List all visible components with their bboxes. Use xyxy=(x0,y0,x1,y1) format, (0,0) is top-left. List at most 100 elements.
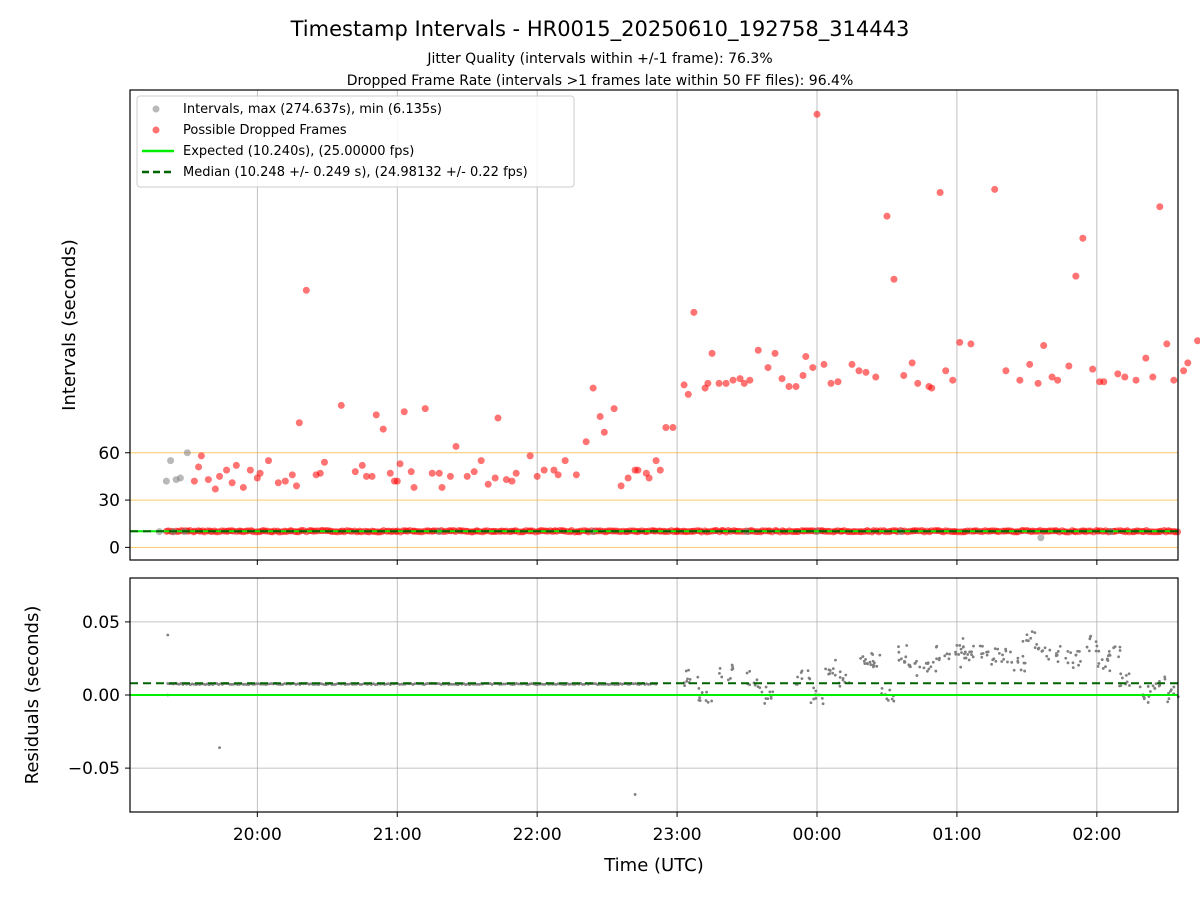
dropped-frame-point xyxy=(484,480,492,488)
dropped-frame-point xyxy=(669,424,677,432)
dropped-frame-point xyxy=(914,379,922,387)
x-tick-label: 20:00 xyxy=(233,825,282,845)
residual-point xyxy=(704,699,708,702)
residual-point xyxy=(994,659,998,663)
dropped-frame-point xyxy=(421,405,429,413)
dropped-frame-point xyxy=(680,381,688,389)
residual-point xyxy=(971,655,975,659)
residual-point xyxy=(1149,690,1152,693)
dropped-frame-point xyxy=(494,414,502,422)
residual-point xyxy=(978,644,982,648)
dropped-frame-point xyxy=(596,412,604,420)
dropped-frame-point xyxy=(379,425,387,433)
dropped-frame-point xyxy=(246,466,254,474)
dropped-frame-point xyxy=(1079,234,1087,242)
residual-point xyxy=(1108,669,1112,673)
dropped-frame-point xyxy=(778,375,786,383)
intervals-x-tick-marks xyxy=(256,560,1098,565)
residual-point xyxy=(925,669,929,673)
residual-point xyxy=(748,669,752,673)
residual-point xyxy=(929,665,933,669)
residual-point xyxy=(1094,640,1098,644)
residual-point xyxy=(838,684,842,688)
dropped-frame-point xyxy=(684,390,692,398)
residual-point xyxy=(897,658,901,662)
residual-point xyxy=(970,653,973,656)
residual-point xyxy=(838,676,842,679)
dropped-frame-point xyxy=(368,472,376,480)
chart-subtitle-dropped: Dropped Frame Rate (intervals >1 frames … xyxy=(347,73,854,89)
dropped-frame-point xyxy=(281,477,289,485)
residual-point xyxy=(763,702,767,705)
residual-point xyxy=(726,678,730,682)
residual-point xyxy=(688,678,692,681)
dropped-frame-point xyxy=(754,346,762,354)
residual-point xyxy=(905,644,909,647)
dropped-frame-point xyxy=(446,472,454,480)
dropped-frame-point xyxy=(351,468,359,476)
residual-point xyxy=(954,652,958,656)
residual-point xyxy=(760,690,764,694)
residual-point xyxy=(685,679,689,683)
residual-point xyxy=(1166,700,1170,704)
legend-expected-label: Expected (10.240s), (25.00000 fps) xyxy=(183,144,414,159)
dropped-frame-point xyxy=(452,442,460,450)
residual-point xyxy=(1146,701,1150,704)
interval-point xyxy=(183,449,191,457)
residual-point xyxy=(1117,655,1121,659)
residual-point xyxy=(1087,649,1091,653)
residual-point xyxy=(1043,646,1047,650)
dropped-frame-point xyxy=(295,419,303,427)
residual-point xyxy=(1030,630,1034,633)
residual-point xyxy=(991,658,995,662)
residual-point xyxy=(730,668,734,672)
dropped-frame-point xyxy=(656,466,664,474)
residual-point xyxy=(686,677,689,681)
dropped-frame-point xyxy=(288,471,296,479)
dropped-frame-point xyxy=(550,466,558,474)
residual-point xyxy=(844,673,848,677)
dropped-frame-point xyxy=(589,384,597,392)
dropped-frame-point xyxy=(1132,376,1140,384)
residual-point xyxy=(959,665,963,669)
residual-point xyxy=(1019,668,1023,672)
residual-point xyxy=(1074,653,1078,657)
residual-point xyxy=(1056,649,1060,653)
dropped-frame-point xyxy=(337,401,345,409)
dropped-frame-point xyxy=(1156,203,1164,211)
residual-point xyxy=(918,665,922,669)
dropped-frame-point xyxy=(1002,367,1010,375)
dropped-frame-point xyxy=(1048,373,1056,381)
residual-point xyxy=(683,684,687,688)
residual-point xyxy=(899,657,903,661)
residual-point xyxy=(1094,649,1098,653)
residual-point xyxy=(948,652,951,656)
residual-point xyxy=(961,645,965,648)
residual-point xyxy=(878,653,882,657)
residual-point xyxy=(720,675,724,679)
residual-point xyxy=(745,671,749,675)
residual-point xyxy=(1076,649,1080,653)
residual-point xyxy=(800,677,804,681)
residual-point xyxy=(935,657,938,661)
residual-point xyxy=(1025,633,1029,637)
residual-point xyxy=(943,654,947,658)
dropped-frame-point xyxy=(624,474,632,482)
residual-point xyxy=(824,667,828,671)
residual-point xyxy=(697,686,701,690)
residual-point xyxy=(1001,653,1004,657)
residual-point xyxy=(913,662,917,665)
dropped-frame-point xyxy=(211,485,219,493)
dropped-frame-point xyxy=(991,185,999,193)
residual-point xyxy=(1025,638,1028,642)
residual-point xyxy=(957,653,961,656)
x-axis-ticks: 20:00 21:00 22:00 23:00 00:00 01:00 02:00 xyxy=(233,812,1121,845)
dropped-frame-point xyxy=(967,340,975,348)
dropped-frame-point xyxy=(799,371,807,379)
residual-point xyxy=(796,675,800,679)
dropped-frame-point xyxy=(610,405,618,413)
dropped-frame-point xyxy=(190,477,198,485)
residual-point xyxy=(769,696,773,700)
residual-point xyxy=(958,644,962,647)
dropped-frame-point xyxy=(809,364,817,372)
